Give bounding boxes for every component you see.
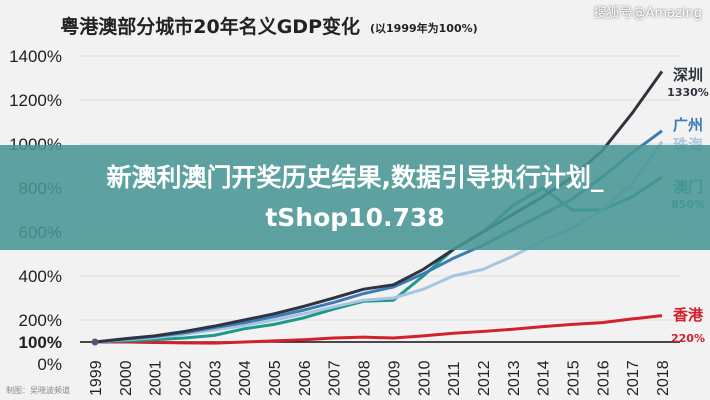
y-tick-label: 400% bbox=[19, 267, 62, 286]
overlay-banner: 新澳利澳门开奖历史结果,数据引导执行计划_ tShop10.738 bbox=[0, 145, 710, 250]
x-tick-label: 2001 bbox=[148, 360, 165, 396]
y-tick-label: 100% bbox=[19, 333, 62, 352]
watermark-text: 搜狐号@Amazing bbox=[593, 6, 702, 21]
x-tick-label: 2011 bbox=[446, 361, 463, 396]
x-tick-label: 2015 bbox=[565, 360, 582, 396]
series-line bbox=[95, 314, 663, 345]
x-tick-label: 2009 bbox=[386, 360, 403, 396]
x-tick-label: 2005 bbox=[267, 360, 284, 396]
overlay-line-2: tShop10.738 bbox=[265, 202, 445, 232]
x-tick-label: 2012 bbox=[476, 360, 493, 396]
x-tick-label: 2006 bbox=[297, 360, 314, 396]
x-tick-label: 2016 bbox=[595, 360, 612, 396]
series-end-value: 1330% bbox=[667, 86, 709, 99]
origin-point bbox=[91, 338, 99, 346]
x-tick-label: 1999 bbox=[88, 360, 105, 396]
chart-title: 粤港澳部分城市20年名义GDP变化 bbox=[60, 15, 360, 38]
x-tick-label: 2004 bbox=[237, 360, 254, 396]
x-tick-label: 2017 bbox=[625, 360, 642, 396]
x-tick-label: 2000 bbox=[118, 360, 135, 396]
x-tick-label: 2003 bbox=[207, 360, 224, 396]
series-label: 香港 bbox=[673, 306, 704, 324]
y-tick-label: 0% bbox=[37, 355, 62, 374]
x-tick-label: 2008 bbox=[357, 360, 374, 396]
series-label: 深圳 bbox=[673, 66, 703, 84]
x-tick-label: 2002 bbox=[178, 360, 195, 396]
x-tick-label: 2014 bbox=[536, 360, 553, 396]
y-tick-label: 1200% bbox=[9, 91, 62, 110]
credit-text: 制图：吴晓波频道 bbox=[6, 386, 70, 395]
overlay-line-1: 新澳利澳门开奖历史结果,数据引导执行计划_ bbox=[106, 162, 604, 192]
chart-subtitle: (以1999年为100%) bbox=[370, 21, 478, 35]
series-label: 广州 bbox=[673, 116, 703, 134]
y-tick-label: 200% bbox=[19, 311, 62, 330]
y-tick-label: 1400% bbox=[9, 47, 62, 66]
x-tick-label: 2013 bbox=[506, 360, 523, 396]
x-tick-label: 2018 bbox=[655, 360, 672, 396]
x-tick-label: 2007 bbox=[327, 360, 344, 396]
x-tick-label: 2010 bbox=[416, 360, 433, 396]
series-end-value: 220% bbox=[671, 332, 705, 345]
